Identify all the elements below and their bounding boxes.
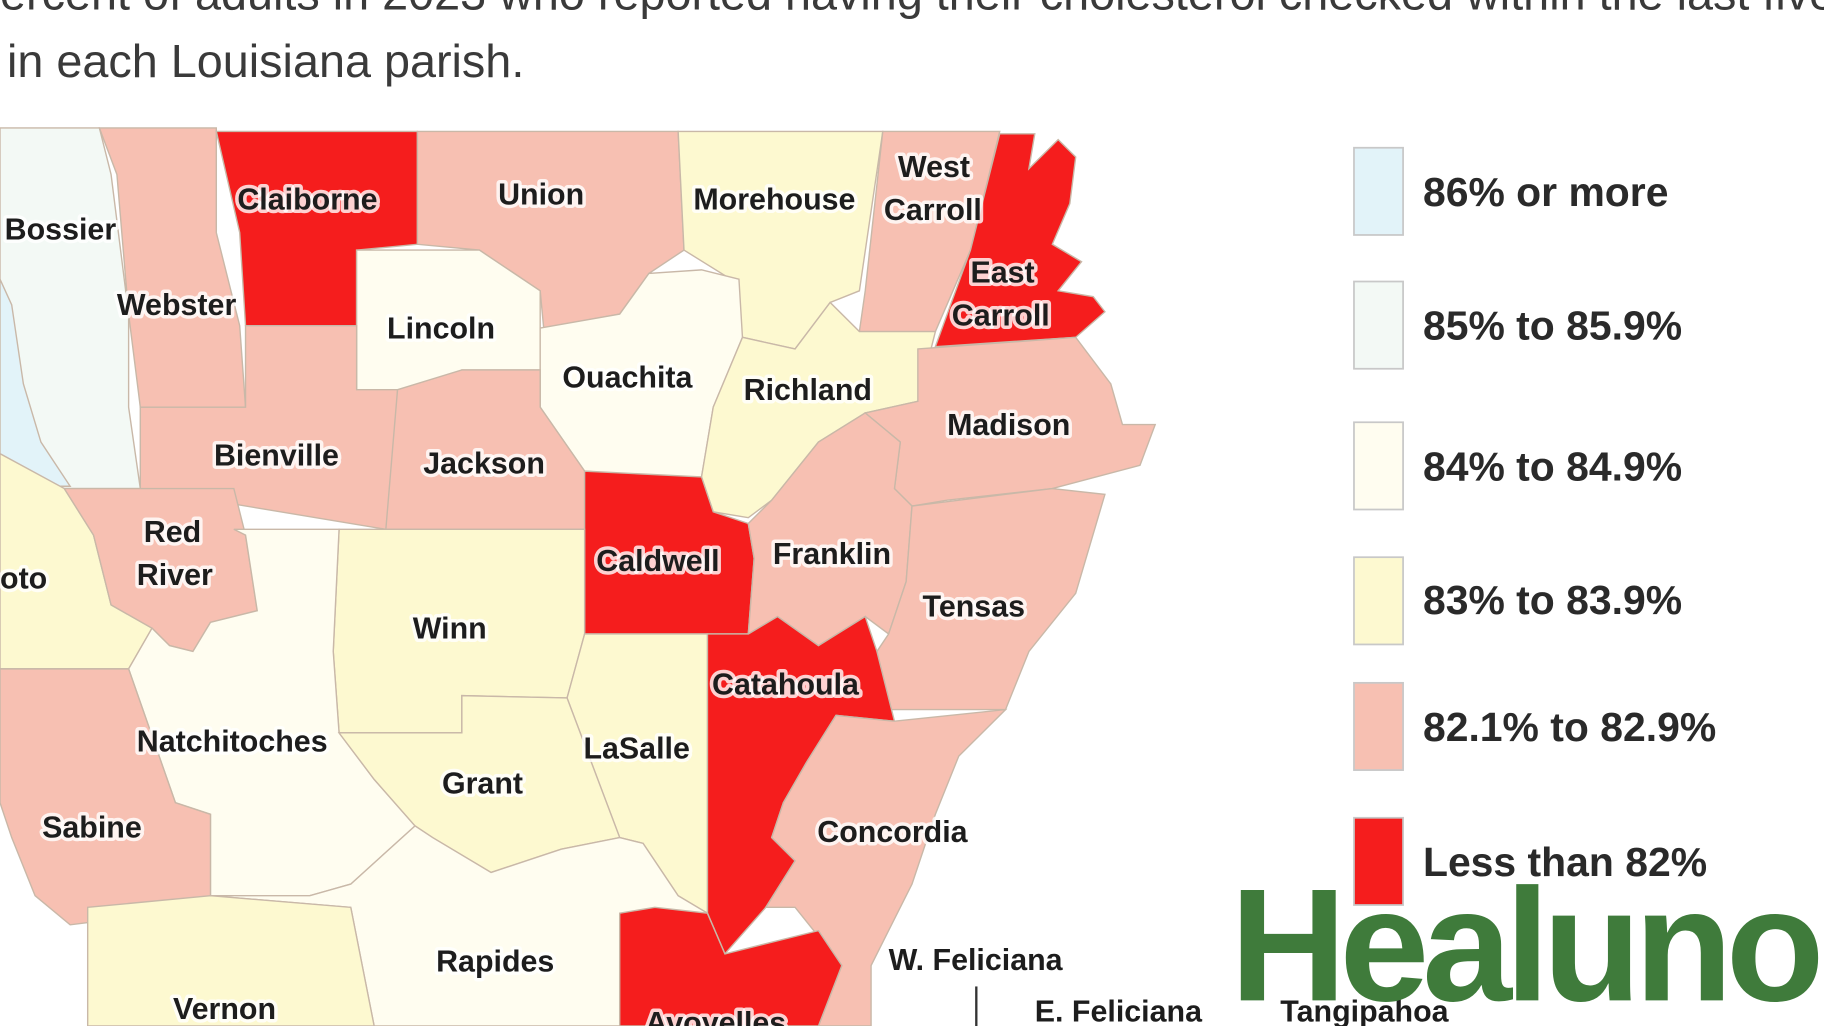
- label-east-carroll-2: Carroll: [952, 300, 1050, 333]
- healuno-logo: Healuno: [1230, 856, 1819, 1026]
- label-natchitoches: Natchitoches: [137, 726, 328, 759]
- parish-labels: Bossier Webster Claiborne Union Morehous…: [0, 147, 1453, 1026]
- label-lasalle: LaSalle: [583, 733, 689, 766]
- label-red-river-1: Red: [144, 516, 201, 549]
- parish-caddo: [0, 278, 72, 487]
- parishes: [0, 127, 1157, 1026]
- label-red-river-2: River: [137, 559, 213, 592]
- label-tensas: Tensas: [923, 591, 1025, 624]
- legend-label: 86% or more: [1423, 169, 1669, 215]
- label-sabine: Sabine: [42, 812, 142, 845]
- label-caldwell: Caldwell: [596, 545, 719, 578]
- legend-label: 83% to 83.9%: [1423, 577, 1682, 623]
- legend-label: 84% to 84.9%: [1423, 444, 1682, 490]
- label-ouachita: Ouachita: [562, 361, 693, 394]
- legend-swatch-83: [1353, 556, 1404, 646]
- parish-bienville: [139, 325, 399, 530]
- map-title-line2: in each Louisiana parish.: [7, 35, 524, 87]
- label-bossier: Bossier: [5, 214, 117, 247]
- label-bienville: Bienville: [214, 439, 339, 472]
- label-east-carroll-1: East: [970, 257, 1034, 290]
- label-catahoula: Catahoula: [712, 669, 860, 702]
- label-west-carroll-1: West: [898, 151, 970, 184]
- legend: 86% or more 85% to 85.9% 84% to 84.9% 83…: [1353, 146, 1716, 906]
- label-webster: Webster: [117, 289, 237, 322]
- label-grant: Grant: [442, 767, 523, 800]
- legend-swatch-85: [1353, 280, 1404, 370]
- label-e-feliciana: E. Feliciana: [1035, 995, 1203, 1026]
- label-west-carroll-2: Carroll: [884, 194, 982, 227]
- legend-label: 85% to 85.9%: [1423, 303, 1682, 349]
- label-tangipahoa: Tangipahoa: [1280, 995, 1449, 1026]
- parish-avoyelles: [618, 906, 843, 1026]
- label-jackson: Jackson: [423, 448, 545, 481]
- legend-label: 82.1% to 82.9%: [1423, 704, 1716, 750]
- label-avoyelles: Avoyelles: [645, 1007, 786, 1026]
- legend-swatch-82: [1353, 681, 1404, 771]
- label-winn: Winn: [413, 613, 487, 646]
- label-richland: Richland: [744, 374, 872, 407]
- label-concordia: Concordia: [817, 816, 968, 849]
- label-madison: Madison: [947, 409, 1070, 442]
- label-morehouse: Morehouse: [693, 183, 855, 216]
- label-desoto: oto: [0, 563, 47, 596]
- legend-swatch-84: [1353, 421, 1404, 511]
- label-w-feliciana: W. Feliciana: [889, 944, 1064, 977]
- parish-rapides: [210, 825, 726, 1026]
- parish-vernon: [86, 895, 375, 1026]
- label-rapides: Rapides: [436, 945, 554, 978]
- map-title-line1: ercent of adults in 2023 who reported ha…: [0, 0, 1824, 19]
- legend-swatch-86-plus: [1353, 146, 1404, 236]
- label-claiborne: Claiborne: [237, 183, 377, 216]
- label-franklin: Franklin: [773, 538, 891, 571]
- legend-swatch-below-82: [1353, 816, 1404, 906]
- legend-label: Less than 82%: [1423, 839, 1707, 885]
- label-lincoln: Lincoln: [387, 313, 495, 346]
- label-union: Union: [498, 179, 584, 212]
- label-vernon: Vernon: [173, 993, 276, 1026]
